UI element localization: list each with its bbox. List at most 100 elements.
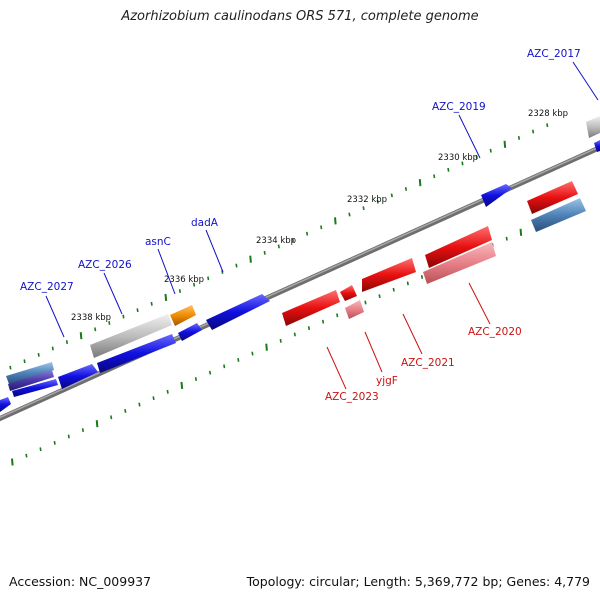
inner-tick (307, 326, 311, 330)
scale-label-2338: 2338 kbp (71, 313, 111, 323)
outer-tick (79, 332, 83, 340)
inner-tick (180, 381, 184, 390)
accession-text: Accession: NC_009937 (9, 574, 152, 589)
outer-tick (65, 340, 69, 345)
inner-tick (505, 236, 508, 241)
outer-tick (291, 238, 295, 242)
gene-azc-2027[interactable] (6, 362, 98, 397)
gene-label-dada[interactable]: dadA (191, 217, 219, 229)
outer-tick (37, 352, 40, 357)
outer-tick (207, 276, 210, 281)
outer-tick (277, 244, 280, 249)
inner-tick (265, 343, 268, 351)
reverse-strand-genes (282, 181, 586, 326)
gene-label-azc-2020[interactable]: AZC_2020 (468, 326, 522, 338)
scale-label-2336: 2336 kbp (164, 275, 204, 285)
outer-tick (517, 136, 521, 140)
inner-tick (223, 364, 226, 369)
outer-tick (475, 155, 478, 160)
inner-tick (110, 415, 113, 420)
outer-tick (178, 289, 182, 293)
gene-dada[interactable] (206, 294, 270, 330)
forward-strand-genes (0, 116, 600, 412)
outer-tick (503, 140, 507, 148)
gene-azc-2017[interactable] (586, 116, 600, 152)
inner-tick (519, 228, 523, 236)
outer-tick (390, 193, 393, 198)
inner-tick (392, 287, 395, 292)
gene-left-edge[interactable] (0, 397, 11, 412)
gene-label-azc-2026[interactable]: AZC_2026 (78, 259, 132, 271)
outer-tick (433, 174, 436, 179)
inner-tick (208, 370, 212, 375)
outer-tick (122, 314, 125, 319)
inner-tick (124, 409, 127, 413)
gene-label-asnc[interactable]: asnC (145, 236, 171, 248)
genome-backbone (0, 144, 600, 422)
gene-azc-2026[interactable] (90, 314, 176, 373)
inner-tick (237, 357, 240, 362)
gene-top-right-red[interactable] (527, 181, 586, 232)
scale-label-2332: 2332 kbp (347, 195, 387, 205)
inner-tick (420, 275, 424, 279)
inner-tick (251, 351, 254, 356)
outer-tick (136, 308, 139, 313)
inner-tick (138, 402, 141, 407)
outer-tick (546, 123, 549, 128)
gene-azc-2023[interactable] (282, 290, 340, 326)
gene-label-azc-2021[interactable]: AZC_2021 (401, 357, 455, 369)
inner-tick (166, 389, 169, 394)
gene-asnc[interactable] (170, 305, 202, 341)
outer-tick (192, 282, 196, 287)
outer-tick (94, 327, 97, 332)
gene-yjgf[interactable] (340, 285, 364, 319)
inner-tick (321, 319, 325, 324)
inner-tick (81, 428, 85, 433)
outer-tick (461, 161, 464, 166)
outer-tick (348, 212, 351, 217)
inner-tick (378, 294, 381, 299)
scale-labels: 2328 kbp 2330 kbp 2332 kbp 2334 kbp 2336… (71, 109, 568, 323)
inner-tick (53, 440, 56, 445)
outer-tick (51, 346, 54, 351)
outer-tick (249, 255, 252, 263)
scale-label-2334: 2334 kbp (256, 236, 296, 246)
inner-tick (152, 396, 155, 401)
outer-tick (320, 225, 323, 230)
label-leaders (45, 61, 599, 390)
inner-tick (25, 453, 28, 458)
gene-azc-2021[interactable] (362, 258, 416, 292)
outer-tick (23, 359, 26, 364)
scale-label-2328: 2328 kbp (528, 109, 568, 119)
genome-summary-text: Topology: circular; Length: 5,369,772 bp… (246, 574, 590, 589)
inner-tick (39, 447, 42, 452)
outer-tick (447, 167, 450, 172)
gene-label-azc-2017[interactable]: AZC_2017 (527, 48, 581, 60)
outer-tick (164, 293, 168, 302)
outer-tick (263, 250, 266, 255)
map-title: Azorhizobium caulinodans ORS 571, comple… (121, 9, 479, 24)
inner-tick (336, 313, 339, 318)
outer-tick (362, 206, 365, 211)
outer-tick (418, 179, 422, 187)
gene-label-yjgf[interactable]: yjgF (376, 375, 398, 387)
gene-label-azc-2019[interactable]: AZC_2019 (432, 101, 486, 113)
inner-tick (95, 420, 99, 428)
inner-tick (406, 281, 409, 286)
outer-tick (404, 187, 408, 191)
gene-label-azc-2023[interactable]: AZC_2023 (325, 391, 379, 403)
gene-azc-2020[interactable] (423, 226, 496, 284)
outer-tick (235, 263, 238, 268)
outer-tick (150, 301, 153, 306)
outer-tick (489, 148, 492, 153)
inner-tick (364, 300, 367, 305)
outer-tick (532, 129, 535, 134)
inner-tick (67, 434, 70, 439)
gene-labels: AZC_2017 AZC_2019 dadA asnC AZC_2026 AZC… (20, 48, 581, 403)
gene-label-azc-2027[interactable]: AZC_2027 (20, 281, 74, 293)
gene-azc-2019[interactable] (481, 184, 512, 207)
outer-tick-ring (9, 123, 549, 370)
inner-tick (293, 332, 296, 337)
inner-tick (279, 338, 282, 343)
